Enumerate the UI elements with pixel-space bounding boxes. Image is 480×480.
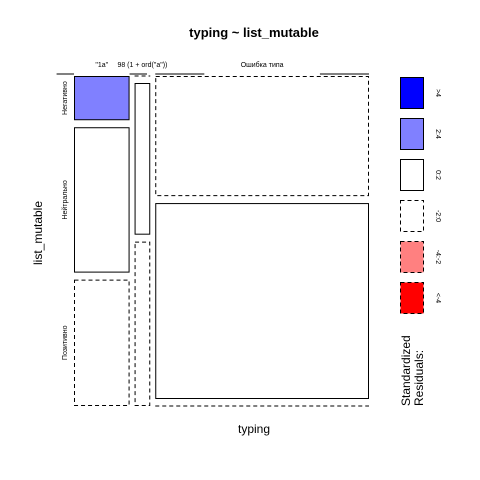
mosaic-cell-98-1-ord-a-нейтрально bbox=[134, 83, 151, 235]
legend-label-1: >4 bbox=[434, 89, 441, 97]
legend-label-6: <-4 bbox=[434, 293, 441, 303]
x-axis-label: typing bbox=[238, 422, 270, 436]
mosaic-cell-1a-нейтрально bbox=[74, 127, 130, 273]
legend-swatch-4 bbox=[400, 200, 424, 232]
mosaic-cell-ошибка-типа-негативно bbox=[155, 76, 369, 197]
legend-swatch-2 bbox=[400, 118, 424, 150]
x-tick-label-1: "1a" bbox=[95, 62, 108, 69]
legend-swatch-5 bbox=[400, 241, 424, 273]
y-tick-label-2: Нейтрально bbox=[61, 180, 69, 219]
mosaic-cell-1a-позитивно bbox=[74, 279, 130, 407]
y-tick-label-3: Позитивно bbox=[62, 325, 69, 360]
chart-title: typing ~ list_mutable bbox=[189, 25, 319, 40]
legend-label-4: -2:0 bbox=[434, 210, 441, 222]
x-tick-label-3: Ошибка типа bbox=[241, 61, 284, 69]
legend-swatch-3 bbox=[400, 159, 424, 191]
legend-label-3: 0:2 bbox=[434, 170, 441, 180]
mosaic-cell-98-1-ord-a-позитивно bbox=[134, 241, 151, 406]
mosaic-cell-1a-негативно bbox=[74, 76, 130, 121]
legend-label-2: 2:4 bbox=[434, 129, 441, 139]
x-tick-label-2: 98 (1 + ord("a")) bbox=[117, 62, 167, 69]
legend-title: Standardized Residuals: bbox=[399, 332, 426, 406]
y-axis-label: list_mutable bbox=[31, 201, 45, 265]
legend-label-5: -4:-2 bbox=[434, 250, 441, 265]
legend-swatch-1 bbox=[400, 77, 424, 109]
mosaic-cell-ошибка-типа-нейтрально bbox=[155, 203, 369, 399]
y-tick-label-1: Негативно bbox=[62, 81, 69, 115]
legend-swatch-6 bbox=[400, 282, 424, 314]
